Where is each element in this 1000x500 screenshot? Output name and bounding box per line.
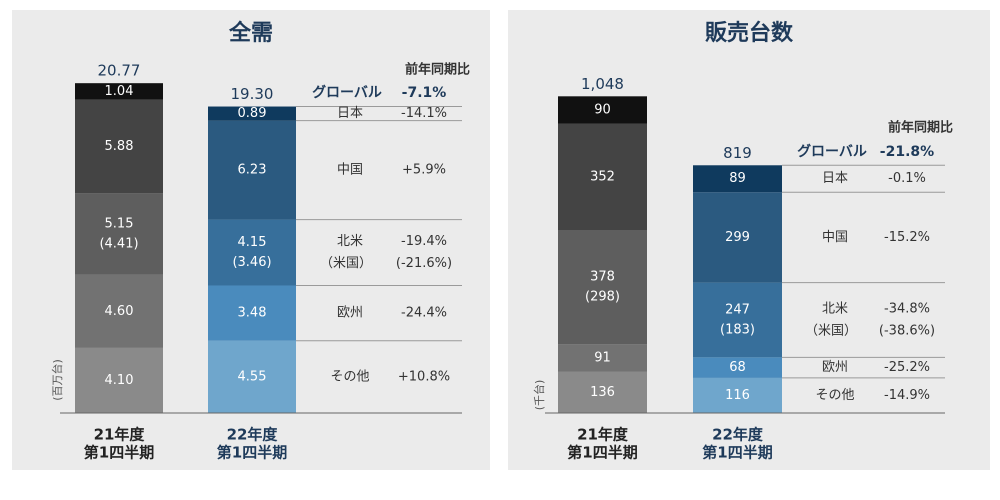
region-name: 欧州: [337, 306, 363, 321]
bar-segment: [75, 347, 163, 413]
region-sub-name: （米国）: [320, 256, 372, 271]
region-yoy: -15.2%: [884, 230, 930, 245]
bar-segment: [208, 219, 296, 286]
region-name: 欧州: [822, 360, 848, 375]
bar-segment: [558, 230, 647, 345]
bar-segment: [75, 99, 163, 194]
x-tick-label: 第1四半期: [84, 444, 154, 462]
global-label: グローバル: [312, 84, 382, 101]
unit-label: (百万台): [50, 359, 64, 401]
x-tick-label: 22年度: [227, 426, 279, 444]
x-tick-label: 22年度: [712, 426, 764, 444]
bar-segment: [75, 274, 163, 348]
x-tick-label: 21年度: [577, 426, 629, 444]
segment-label: 352: [590, 169, 615, 184]
total-label: 19.30: [231, 85, 274, 103]
bar-segment: [208, 120, 296, 220]
segment-label: 116: [725, 388, 750, 403]
segment-label: 3.48: [238, 306, 267, 321]
segment-label: 1.04: [105, 84, 134, 99]
segment-label: 247: [725, 302, 750, 317]
segment-label: 68: [729, 360, 746, 375]
bar-segment: [208, 106, 296, 121]
segment-label: 90: [594, 102, 611, 117]
segment-label: 89: [729, 171, 746, 186]
region-yoy: -19.4%: [401, 234, 447, 249]
region-name: 北米: [822, 301, 848, 316]
bar-segment: [693, 282, 782, 358]
segment-label: 4.15: [238, 235, 267, 250]
bar-segment: [693, 357, 782, 378]
segment-label: 0.89: [238, 106, 267, 121]
bar-segment: [208, 285, 296, 341]
x-tick-label: 21年度: [94, 426, 146, 444]
segment-label: 4.55: [238, 369, 267, 384]
unit-label: (千台): [532, 380, 546, 411]
region-sub-yoy: (-21.6%): [396, 256, 452, 271]
segment-label: 91: [594, 351, 611, 366]
chart-title: 販売台数: [705, 20, 794, 46]
bar-segment: [75, 193, 163, 275]
x-tick-label: 第1四半期: [217, 444, 287, 462]
bar-segment: [208, 340, 296, 413]
global-label: グローバル: [797, 143, 867, 160]
region-yoy: +10.8%: [398, 369, 450, 384]
segment-sub-label: (4.41): [99, 236, 138, 251]
yoy-header: 前年同期比: [405, 62, 470, 78]
bar-segment: [75, 83, 163, 100]
region-name: 日本: [822, 171, 848, 186]
region-yoy: -0.1%: [888, 171, 926, 186]
bar-segment: [558, 371, 647, 413]
segment-sub-label: (3.46): [232, 255, 271, 270]
segment-label: 378: [590, 270, 615, 285]
segment-label: 4.60: [105, 304, 134, 319]
chart-title: 全需: [228, 20, 273, 46]
total-label: 1,048: [581, 75, 624, 93]
yoy-header: 前年同期比: [888, 120, 953, 136]
bar-segment: [558, 123, 647, 231]
x-tick-label: 第1四半期: [567, 444, 637, 462]
region-yoy: -34.8%: [884, 301, 930, 316]
region-name: 中国: [337, 163, 363, 178]
segment-label: 299: [725, 230, 750, 245]
total-label: 819: [723, 144, 752, 162]
region-sub-yoy: (-38.6%): [879, 323, 935, 338]
region-yoy: -24.4%: [401, 306, 447, 321]
global-yoy: -7.1%: [402, 85, 447, 101]
region-yoy: +5.9%: [402, 163, 446, 178]
bar-segment: [558, 96, 647, 124]
bar-segment: [693, 192, 782, 283]
segment-label: 5.15: [105, 216, 134, 231]
region-yoy: -14.1%: [401, 106, 447, 121]
region-name: 北米: [337, 234, 363, 249]
region-sub-name: （米国）: [805, 323, 857, 338]
segment-label: 136: [590, 385, 615, 400]
x-tick-label: 第1四半期: [702, 444, 772, 462]
region-yoy: -14.9%: [884, 388, 930, 403]
region-name: その他: [815, 388, 854, 403]
segment-label: 4.10: [105, 373, 134, 388]
segment-label: 6.23: [238, 163, 267, 178]
bar-segment: [693, 165, 782, 193]
bar-segment: [693, 377, 782, 413]
segment-label: 5.88: [105, 139, 134, 154]
segment-sub-label: (183): [720, 322, 755, 337]
region-yoy: -25.2%: [884, 360, 930, 375]
region-name: 中国: [822, 230, 848, 245]
region-name: 日本: [337, 106, 363, 121]
global-yoy: -21.8%: [880, 144, 934, 160]
bar-segment: [558, 344, 647, 372]
region-name: その他: [330, 369, 369, 384]
segment-sub-label: (298): [585, 290, 620, 305]
total-label: 20.77: [98, 62, 141, 80]
